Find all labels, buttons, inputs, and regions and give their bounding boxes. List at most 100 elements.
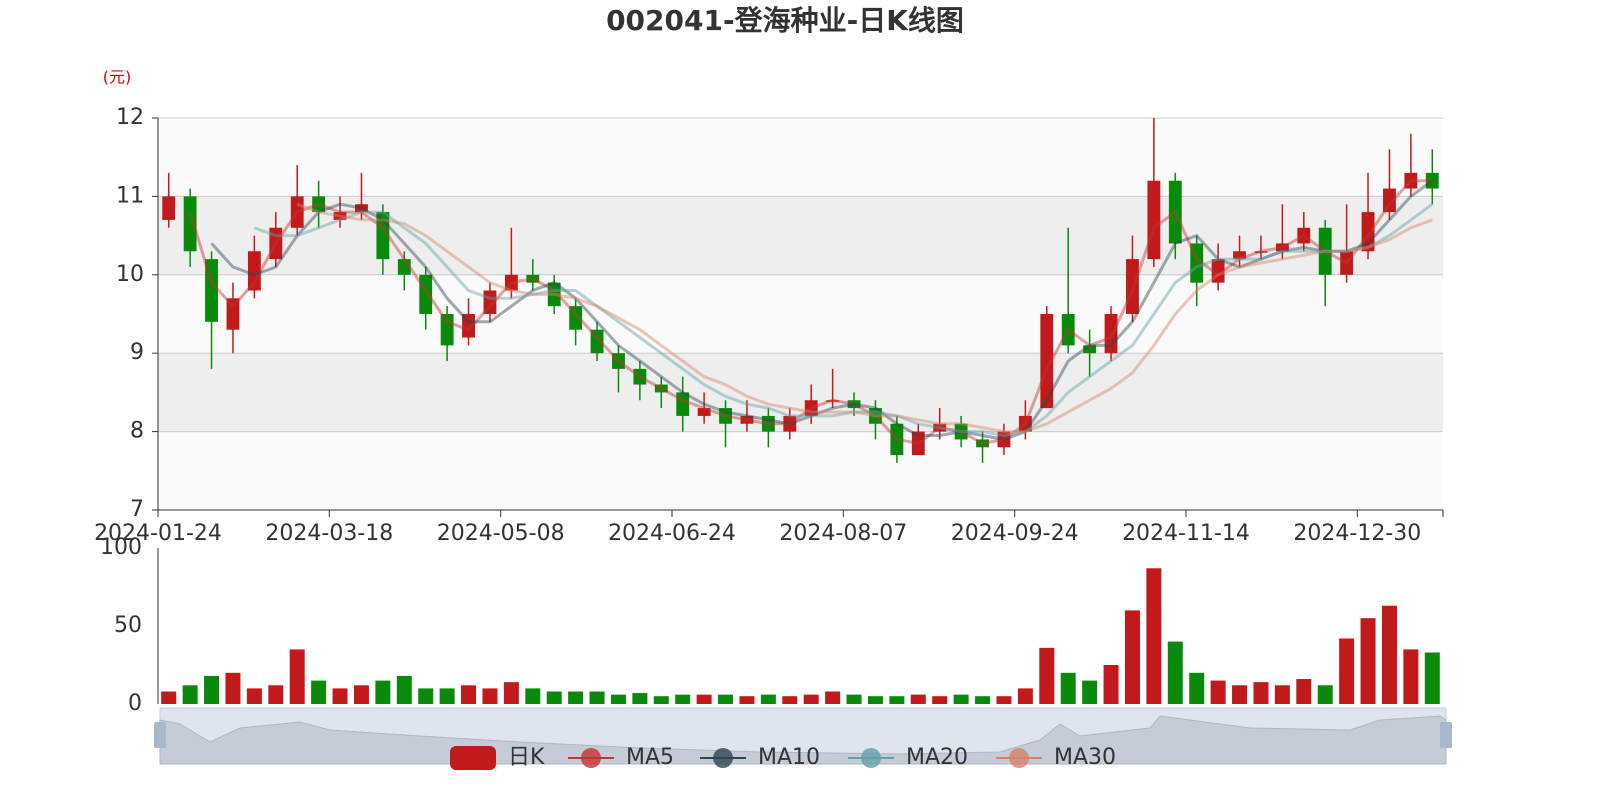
volume-bar — [353, 685, 369, 704]
legend-label: MA5 — [626, 745, 674, 770]
volume-bar — [1253, 682, 1269, 704]
candle-body — [526, 274, 540, 283]
volume-bar — [760, 694, 776, 704]
volume-bar — [568, 691, 584, 704]
candle-body — [1340, 251, 1354, 275]
volume-bar — [546, 691, 562, 704]
volume-bar — [1189, 672, 1205, 704]
volume-bar — [1403, 649, 1419, 704]
volume-bar — [739, 696, 755, 704]
candle-body — [1211, 259, 1225, 283]
legend-icon — [713, 748, 733, 768]
candle-body — [1147, 180, 1161, 260]
candle-body — [547, 282, 561, 307]
candle-body — [462, 314, 475, 338]
volume-bar — [846, 694, 862, 704]
y-tick-label: 9 — [130, 340, 144, 365]
legend-label: 日K — [508, 745, 545, 770]
candle-body — [1083, 345, 1097, 354]
x-tick-label: 2024-12-30 — [1293, 521, 1421, 546]
candle-body — [783, 415, 797, 432]
volume-bar — [1274, 685, 1290, 704]
volume-bar — [246, 688, 262, 704]
volume-bar — [1317, 685, 1333, 704]
candle-body — [869, 408, 882, 424]
candle-body — [1040, 314, 1054, 409]
candle-body — [761, 415, 775, 432]
chart-title: 002041-登海种业-日K线图 — [606, 4, 964, 37]
candle-body — [1190, 243, 1204, 283]
split-area — [158, 431, 1443, 510]
volume-bar — [1381, 605, 1397, 704]
candle-body — [1383, 188, 1396, 213]
volume-bar — [332, 688, 348, 704]
x-tick-label: 2024-08-07 — [779, 521, 907, 546]
candle-body — [162, 196, 176, 220]
volume-bar — [675, 694, 691, 704]
candle-body — [933, 423, 947, 432]
volume-bar — [975, 696, 991, 704]
y-tick-label: 8 — [130, 419, 144, 444]
volume-bar — [653, 696, 669, 704]
zoom-handle[interactable] — [154, 722, 166, 748]
candle-body — [205, 259, 218, 322]
candle-body — [226, 298, 240, 330]
candle-body — [397, 259, 411, 275]
volume-bar — [1082, 680, 1098, 704]
y-axis-unit: (元) — [103, 68, 132, 87]
candle-body — [376, 212, 390, 260]
volume-bar — [1124, 610, 1140, 704]
candle-body — [954, 423, 968, 440]
volume-bar — [268, 685, 284, 704]
volume-bar — [311, 680, 327, 704]
volume-bar — [204, 675, 220, 704]
volume-bar — [1296, 679, 1312, 704]
split-area — [158, 196, 1443, 275]
volume-bar — [889, 696, 905, 704]
volume-tick-label: 100 — [100, 535, 142, 560]
candle-body — [1425, 172, 1439, 189]
candle-body — [997, 431, 1011, 448]
x-tick-label: 2024-05-08 — [437, 521, 565, 546]
candle-body — [976, 439, 989, 448]
candle-body — [719, 408, 732, 424]
volume-bar — [182, 685, 198, 704]
candle-body — [612, 353, 625, 369]
candle-body — [269, 227, 283, 260]
candle-body — [312, 196, 326, 213]
split-area — [158, 274, 1443, 354]
split-area — [158, 353, 1443, 432]
volume-bar — [439, 688, 455, 704]
candle-body — [440, 314, 454, 346]
legend-label: MA20 — [906, 745, 968, 770]
candle-body — [1404, 172, 1418, 189]
volume-bar — [589, 691, 605, 704]
candle-body — [355, 204, 368, 213]
x-tick-label: 2024-09-24 — [951, 521, 1079, 546]
candle-body — [847, 400, 861, 409]
volume-bar — [1103, 665, 1119, 704]
volume-tick-label: 0 — [128, 691, 142, 716]
volume-bar — [375, 680, 391, 704]
volume-bar — [1017, 688, 1033, 704]
candle-body — [1168, 180, 1182, 244]
candle-body — [1233, 251, 1246, 260]
volume-tick-label: 50 — [114, 613, 142, 638]
x-tick-label: 2024-06-24 — [608, 521, 736, 546]
volume-bar — [161, 691, 177, 704]
candle-body — [740, 415, 754, 424]
split-area — [158, 118, 1443, 197]
volume-bar — [632, 693, 648, 704]
volume-bar — [696, 694, 712, 704]
zoom-handle[interactable] — [1440, 722, 1452, 748]
legend-label: MA30 — [1054, 745, 1116, 770]
volume-bar — [418, 688, 434, 704]
volume-bar — [996, 696, 1012, 704]
legend-label: MA10 — [758, 745, 820, 770]
volume-bar — [1210, 680, 1226, 704]
candle-body — [654, 384, 668, 393]
volume-bar — [503, 682, 519, 704]
volume-bar — [1232, 685, 1248, 704]
candle-body — [826, 400, 840, 402]
